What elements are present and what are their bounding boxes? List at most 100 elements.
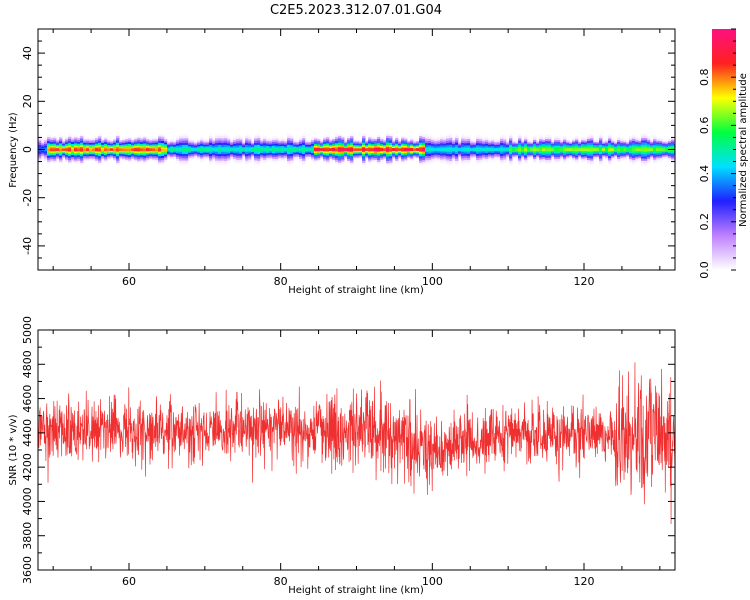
spectrogram-x-label: Height of straight line (km) <box>288 285 424 296</box>
spectrogram-cell <box>512 149 516 151</box>
spectrogram-cell <box>428 149 432 151</box>
snr-x-tick-label: 60 <box>122 575 136 588</box>
spectrogram-cell <box>59 149 63 151</box>
spectrogram-cell <box>284 149 288 151</box>
spectrogram-cell <box>662 149 666 151</box>
colorbar-gradient <box>712 29 736 270</box>
spectrogram-x-tick-label: 60 <box>122 275 136 288</box>
spectrogram-cell <box>494 149 498 151</box>
snr-x-tick-label: 120 <box>574 575 595 588</box>
spectrogram-cell <box>350 149 354 151</box>
spectrogram-cell <box>521 149 525 151</box>
spectrogram-cell <box>47 149 51 151</box>
spectrogram-cell <box>338 149 342 151</box>
spectrogram-cell <box>185 149 189 151</box>
spectrogram-cell <box>362 149 366 151</box>
spectrogram-cell <box>308 149 312 151</box>
colorbar-label: Normalized spectral amplitude <box>738 73 749 227</box>
spectrogram-cell <box>584 149 588 151</box>
spectrogram-cell <box>173 149 177 151</box>
spectrogram-cell <box>227 149 231 151</box>
spectrogram-cell <box>542 149 546 151</box>
spectrogram-cell <box>239 149 243 151</box>
spectrogram-cell <box>605 149 609 151</box>
snr-series-line <box>38 362 675 525</box>
spectrogram-cell <box>452 149 456 151</box>
spectrogram-cell <box>206 149 210 151</box>
spectrogram-cell <box>260 149 264 151</box>
spectrogram-cell <box>554 149 558 151</box>
spectrogram-cell <box>290 149 294 151</box>
spectrogram-cell <box>122 149 126 151</box>
spectrogram-cell <box>644 149 648 151</box>
spectrogram-cell <box>518 149 522 151</box>
snr-y-tick-label: 3800 <box>21 522 34 550</box>
spectrogram-cell <box>617 149 621 151</box>
spectrogram-cell <box>476 149 480 151</box>
spectrogram-cell <box>539 149 543 151</box>
spectrogram-cell <box>626 149 630 151</box>
spectrogram-cell <box>536 149 540 151</box>
spectrogram-cell <box>557 149 561 151</box>
spectrogram-y-tick-label: -40 <box>21 237 34 255</box>
spectrogram-cell <box>326 149 330 151</box>
spectrogram-cell <box>269 149 273 151</box>
spectrogram-cell <box>563 149 567 151</box>
spectrogram-cell <box>143 149 147 151</box>
spectrogram-cell <box>410 149 414 151</box>
spectrogram-cell <box>656 149 660 151</box>
spectrogram-cell <box>347 149 351 151</box>
spectrogram-cell <box>458 149 462 151</box>
spectrogram-cell <box>389 149 393 151</box>
spectrogram-cell <box>575 149 579 151</box>
spectrogram-cell <box>296 149 300 151</box>
spectrogram-cell <box>665 149 669 151</box>
spectrogram-cell <box>395 149 399 151</box>
spectrogram-cell <box>83 149 87 151</box>
spectrogram-cell <box>611 149 615 151</box>
spectrogram-cell <box>383 149 387 151</box>
spectrogram-cell <box>659 149 663 151</box>
spectrogram-cell <box>473 149 477 151</box>
spectrogram-cell <box>329 149 333 151</box>
spectrogram-cell <box>533 149 537 151</box>
spectrogram-cell <box>212 149 216 151</box>
spectrogram-cell <box>566 149 570 151</box>
spectrogram-cell <box>95 149 99 151</box>
spectrogram-cell <box>191 149 195 151</box>
spectrogram-cell <box>254 149 258 151</box>
spectrogram-cell <box>194 149 198 151</box>
spectrogram-cell <box>311 149 315 151</box>
snr-y-tick-label: 3600 <box>21 556 34 584</box>
spectrogram-cell <box>632 149 636 151</box>
spectrogram-cell <box>176 149 180 151</box>
spectrogram-cell <box>128 149 132 151</box>
spectrogram-cell <box>137 149 141 151</box>
spectrogram-cell <box>266 149 270 151</box>
spectrogram-cell <box>53 149 57 151</box>
spectrogram-cell <box>224 149 228 151</box>
spectrogram-cell <box>218 149 222 151</box>
spectrogram-cell <box>527 149 531 151</box>
spectrogram-cell <box>275 149 279 151</box>
spectrogram-cell <box>596 149 600 151</box>
colorbar-tick-label: 0.0 <box>698 261 711 279</box>
spectrogram-cell <box>257 149 261 151</box>
spectrogram-cell <box>443 149 447 151</box>
colorbar-tick-label: 0.8 <box>698 68 711 86</box>
spectrogram-cell <box>470 149 474 151</box>
spectrogram-cell <box>182 149 186 151</box>
spectrogram-cell <box>335 149 339 151</box>
spectrogram-cell <box>356 149 360 151</box>
colorbar-tick-label: 0.4 <box>698 165 711 183</box>
spectrogram-cell <box>578 149 582 151</box>
spectrogram-cell <box>71 149 75 151</box>
spectrogram-y-ticks: -40 -20 0 20 40 <box>21 28 675 271</box>
spectrogram-cell <box>203 149 207 151</box>
spectrogram-cell <box>422 149 426 151</box>
spectrogram-cell <box>479 149 483 151</box>
spectrogram-cell <box>44 149 48 151</box>
spectrogram-cell <box>653 149 657 151</box>
spectrogram-cell <box>635 149 639 151</box>
